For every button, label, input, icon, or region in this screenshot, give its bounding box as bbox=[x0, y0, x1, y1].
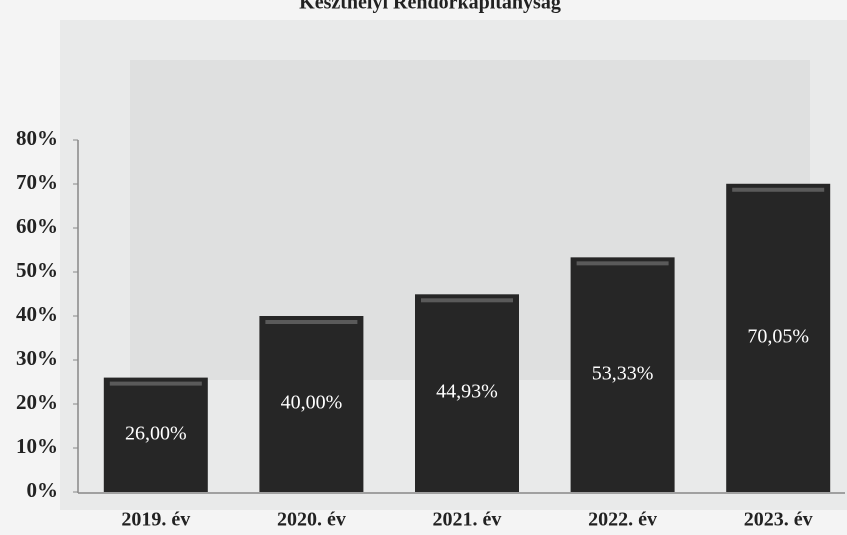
x-tick-label: 2020. év bbox=[277, 509, 346, 531]
bar-highlight bbox=[421, 298, 513, 303]
y-tick-label: 80% bbox=[16, 126, 58, 150]
bar bbox=[726, 183, 831, 492]
chart-title: Keszthelyi Rendőrkapitányság bbox=[299, 0, 561, 14]
bar-highlight bbox=[576, 261, 669, 266]
x-tick-label: 2019. év bbox=[121, 509, 190, 531]
bar bbox=[259, 316, 364, 492]
bar-highlight bbox=[265, 320, 358, 324]
y-tick-label: 0% bbox=[27, 478, 59, 502]
y-tick-label: 70% bbox=[16, 170, 58, 194]
value-label: 53,33% bbox=[592, 362, 654, 384]
value-label: 70,05% bbox=[747, 325, 809, 347]
value-label: 40,00% bbox=[281, 392, 343, 414]
bar bbox=[570, 257, 675, 492]
bar-highlight bbox=[109, 381, 202, 386]
bar bbox=[415, 294, 519, 492]
y-tick-label: 30% bbox=[16, 346, 58, 370]
y-tick-label: 10% bbox=[16, 434, 58, 458]
y-tick-label: 40% bbox=[16, 302, 58, 326]
y-tick-label: 60% bbox=[16, 214, 58, 238]
x-tick-label: 2021. év bbox=[433, 509, 502, 531]
x-tick-label: 2023. év bbox=[744, 509, 813, 531]
value-label: 44,93% bbox=[436, 381, 498, 403]
bar bbox=[103, 377, 208, 492]
y-tick-label: 50% bbox=[16, 258, 58, 282]
y-tick-label: 20% bbox=[16, 390, 58, 414]
value-label: 26,00% bbox=[125, 422, 187, 444]
bar-highlight bbox=[732, 187, 825, 192]
x-tick-label: 2022. év bbox=[588, 509, 657, 531]
